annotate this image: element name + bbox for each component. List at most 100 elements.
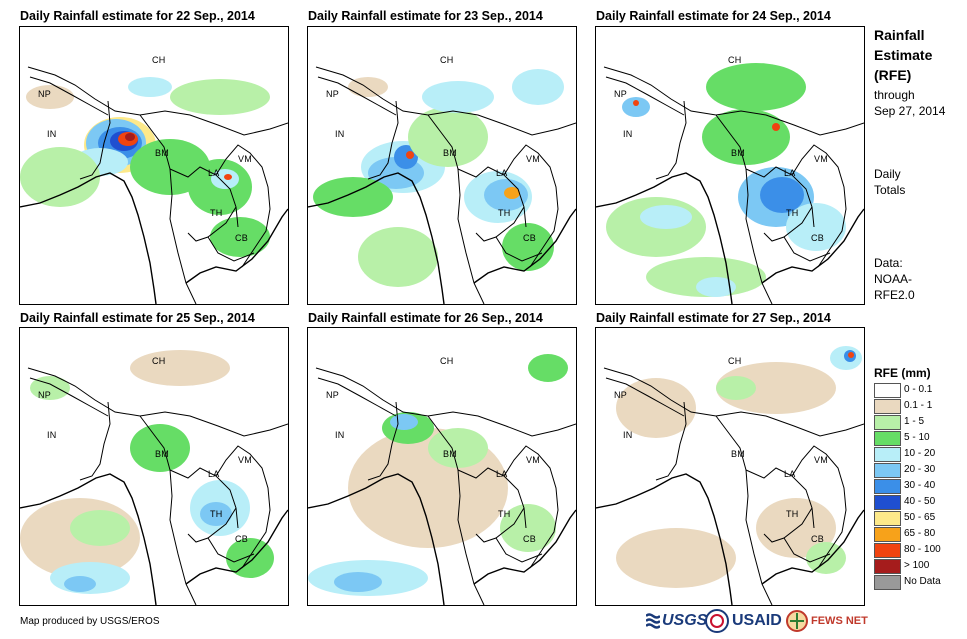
country-label-bm: BM (443, 449, 458, 459)
rainfall-map-1: CH NP IN BM LA VM TH CB (19, 26, 289, 305)
rainfall-area (616, 378, 696, 438)
rainfall-area (334, 572, 382, 592)
country-border (605, 377, 685, 417)
rainfall-area (125, 133, 135, 141)
legend-item: 1 - 5 (874, 415, 964, 431)
country-label-cb: CB (523, 534, 537, 544)
coastline (596, 473, 864, 605)
map-graphic (596, 346, 864, 605)
country-label-la: LA (208, 469, 220, 479)
rainfall-area (528, 354, 568, 382)
legend-swatch (874, 447, 901, 462)
country-border (79, 401, 111, 481)
sidebar-title: Rainfall Estimate (RFE) (874, 25, 932, 85)
coastline (308, 473, 576, 605)
rainfall-area (716, 376, 756, 400)
title-line-2: Estimate (874, 47, 933, 63)
country-border (139, 415, 197, 605)
legend-item: 0.1 - 1 (874, 399, 964, 415)
rainfall-area (696, 277, 736, 297)
through-text: through Sep 27, 2014 (874, 87, 945, 119)
panel-title-2: Daily Rainfall estimate for 23 Sep., 201… (308, 9, 543, 23)
country-label-cb: CB (811, 233, 825, 243)
country-label-vm: VM (814, 154, 829, 164)
rainfall-area (848, 352, 854, 358)
country-label-la: LA (496, 168, 508, 178)
rainfall-area (633, 100, 639, 106)
country-border (27, 66, 288, 136)
country-border (207, 537, 255, 563)
legend-swatch (874, 479, 901, 494)
rainfall-area (70, 510, 130, 546)
rainfall-area (20, 147, 100, 207)
legend-label: 0 - 0.1 (904, 384, 933, 395)
legend-label: 30 - 40 (904, 480, 936, 491)
rainfall-map-2: CH NP IN BM LA VM TH CB (307, 26, 577, 305)
rainfall-map-5: CH NP IN BM LA VM TH CB (307, 327, 577, 606)
country-label-ch: CH (728, 356, 742, 366)
rainfall-area (622, 97, 650, 117)
country-border (367, 401, 399, 481)
legend-item: 20 - 30 (874, 463, 964, 479)
country-label-in: IN (47, 129, 57, 139)
daily-line-2: Totals (874, 183, 906, 197)
legend-swatch (874, 495, 901, 510)
country-label-bm: BM (155, 449, 170, 459)
legend-title: RFE (mm) (874, 366, 931, 380)
legend-item: 0 - 0.1 (874, 383, 964, 399)
map-graphic (308, 66, 576, 304)
coastline (596, 172, 864, 304)
legend-label: 50 - 65 (904, 512, 936, 523)
map-graphic (20, 66, 288, 304)
rainfall-area (130, 424, 190, 472)
legend-label: 10 - 20 (904, 448, 936, 459)
rainfall-area (500, 504, 556, 552)
map-graphic (596, 63, 864, 304)
country-label-bm: BM (731, 449, 746, 459)
legend-swatch (874, 575, 901, 590)
legend-label: No Data (904, 576, 941, 587)
usgs-logo: USGS (646, 607, 707, 635)
country-label-bm: BM (443, 148, 458, 158)
country-label-in: IN (623, 129, 633, 139)
rainfall-area (512, 69, 564, 105)
country-border (783, 537, 831, 563)
map-graphic (20, 350, 288, 605)
country-label-np: NP (326, 390, 340, 400)
legend-item: 80 - 100 (874, 543, 964, 559)
country-border (495, 236, 543, 262)
country-label-la: LA (784, 168, 796, 178)
usaid-logo-text: USAID (732, 612, 782, 629)
country-label-cb: CB (235, 233, 249, 243)
country-label-in: IN (335, 430, 345, 440)
country-label-la: LA (208, 168, 220, 178)
map-credit: Map produced by USGS/EROS (20, 616, 160, 627)
country-border (427, 415, 485, 605)
country-border (655, 100, 687, 180)
country-border (605, 76, 685, 116)
country-label-np: NP (38, 89, 52, 99)
rainfall-area (428, 428, 488, 468)
legend-label: 0.1 - 1 (904, 400, 933, 411)
country-label-vm: VM (238, 455, 253, 465)
country-label-th: TH (498, 509, 511, 519)
country-label-la: LA (784, 469, 796, 479)
country-label-vm: VM (814, 455, 829, 465)
rainfall-area (504, 187, 520, 199)
rainfall-areas (616, 346, 862, 588)
coastline (20, 473, 288, 605)
rainfall-areas (308, 354, 568, 596)
panel-title-3: Daily Rainfall estimate for 24 Sep., 201… (596, 9, 831, 23)
daily-line-1: Daily (874, 167, 901, 181)
rainfall-area (760, 177, 804, 213)
country-label-la: LA (496, 469, 508, 479)
country-border (495, 537, 543, 563)
rainfall-area (130, 350, 230, 386)
country-label-ch: CH (440, 55, 454, 65)
rainfall-map-3: CH NP IN BM LA VM TH CB (595, 26, 865, 305)
rainfall-area (756, 498, 836, 558)
usaid-seal-icon (705, 609, 729, 633)
country-label-th: TH (786, 208, 799, 218)
rainfall-areas (606, 63, 846, 297)
fewsnet-logo-text: FEWS NET (811, 615, 868, 627)
